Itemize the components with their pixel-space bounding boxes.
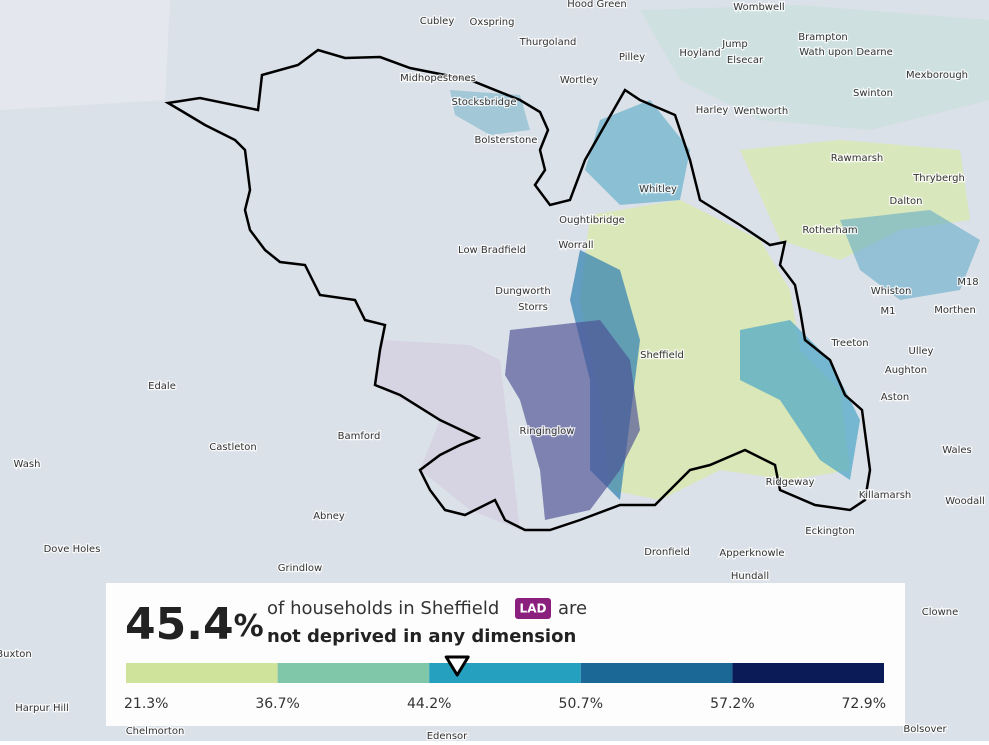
place-label: Edensor (427, 731, 468, 741)
legend-bin (126, 663, 278, 683)
place-label: Thrybergh (912, 173, 965, 184)
place-label: Cubley (420, 16, 455, 27)
place-label: Wash (14, 459, 41, 470)
place-label: Chelmorton (126, 726, 185, 737)
deprivation-area (640, 5, 989, 130)
place-label: Wath upon Dearne (799, 47, 893, 58)
place-label: Wombwell (733, 2, 784, 13)
place-label: Wales (942, 445, 972, 456)
place-label: Ridgeway (766, 477, 815, 488)
sheffield-boundary (164, 48, 872, 532)
region (375, 340, 520, 530)
value-marker (444, 655, 470, 677)
place-label: Wentworth (734, 106, 788, 117)
headline-text: are (558, 598, 587, 619)
legend-panel (106, 583, 905, 726)
legend-tick-label: 21.3% (124, 696, 168, 712)
place-label: Mexborough (906, 70, 968, 81)
headline-number: 45.4 (125, 599, 234, 650)
place-label: Pilley (619, 52, 645, 63)
legend-bin (277, 663, 430, 683)
place-label: Oughtibridge (559, 215, 625, 226)
subtitle: not deprived in any dimension (267, 626, 576, 647)
place-label: Dungworth (495, 286, 550, 297)
place-label: Rotherham (802, 225, 857, 236)
place-label: Woodall (945, 496, 985, 507)
headline-text: of households in Sheffield (267, 598, 499, 619)
place-label: Killamarsh (859, 490, 912, 501)
place-label: Ringinglow (520, 426, 575, 437)
place-label: Dalton (890, 196, 923, 207)
place-label: Aughton (885, 365, 927, 376)
place-label: Clowne (922, 607, 959, 618)
place-label: Harpur Hill (15, 703, 69, 714)
place-label: Treeton (830, 338, 868, 349)
legend: 45.4% of households in Sheffield LAD are… (106, 583, 905, 726)
place-label: Whitley (639, 184, 677, 195)
place-label: Rawmarsh (831, 153, 884, 164)
badge-text: LAD (520, 602, 547, 616)
place-label: Bolsterstone (475, 135, 538, 146)
place-label: Stocksbridge (452, 97, 517, 108)
place-label: Dove Holes (44, 544, 101, 555)
place-label: M1 (881, 306, 896, 317)
place-label: Ulley (909, 346, 934, 357)
place-label: M18 (957, 277, 978, 288)
headline-value: 45.4% (125, 599, 264, 650)
place-label: Apperknowle (719, 548, 784, 559)
legend-tick-label: 36.7% (255, 696, 299, 712)
place-label: Dronfield (644, 547, 690, 558)
place-label: Hoyland (679, 48, 720, 59)
place-label: Oxspring (470, 17, 515, 28)
place-label: Storrs (518, 302, 548, 313)
place-label: Morthen (934, 305, 976, 316)
place-label: Edale (148, 381, 176, 392)
headline-unit: % (234, 609, 264, 644)
place-label: Swinton (853, 88, 893, 99)
place-label: Bamford (338, 431, 381, 442)
place-label: Midhopestones (400, 73, 476, 84)
region (0, 0, 170, 110)
deprivation-area (450, 90, 530, 135)
legend-bin (732, 663, 884, 683)
place-label: Worrall (558, 240, 593, 251)
place-label: Castleton (209, 442, 257, 453)
legend-tick-label: 50.7% (559, 696, 603, 712)
place-label: Whiston (871, 286, 912, 297)
place-label: Low Bradfield (458, 245, 526, 256)
place-label: Bolsover (903, 724, 947, 735)
place-label: Abney (313, 511, 345, 522)
place-label: Hundall (731, 571, 769, 582)
place-label: Elsecar (727, 55, 764, 66)
place-label: Thurgoland (519, 37, 577, 48)
deprivation-area (505, 320, 640, 520)
place-label: Buxton (0, 649, 32, 660)
place-label: Wortley (560, 75, 598, 86)
place-label: Aston (881, 392, 909, 403)
place-label: Sheffield (640, 350, 684, 361)
legend-tick-label: 72.9% (842, 696, 886, 712)
place-label: Harley (696, 105, 729, 116)
deprivation-area (740, 140, 970, 260)
legend-bin (429, 663, 581, 683)
deprivation-area (840, 210, 980, 300)
deprivation-area (585, 100, 690, 205)
place-label: Jump (721, 39, 747, 50)
legend-tick-label: 57.2% (710, 696, 754, 712)
badge (515, 598, 551, 619)
place-label: Grindlow (278, 563, 322, 574)
place-label: Hood Green (567, 0, 627, 10)
deprivation-area (580, 200, 850, 500)
place-label: Brampton (798, 32, 848, 43)
legend-bin (580, 663, 733, 683)
legend-tick-label: 44.2% (407, 696, 451, 712)
place-label: Eckington (805, 526, 854, 537)
